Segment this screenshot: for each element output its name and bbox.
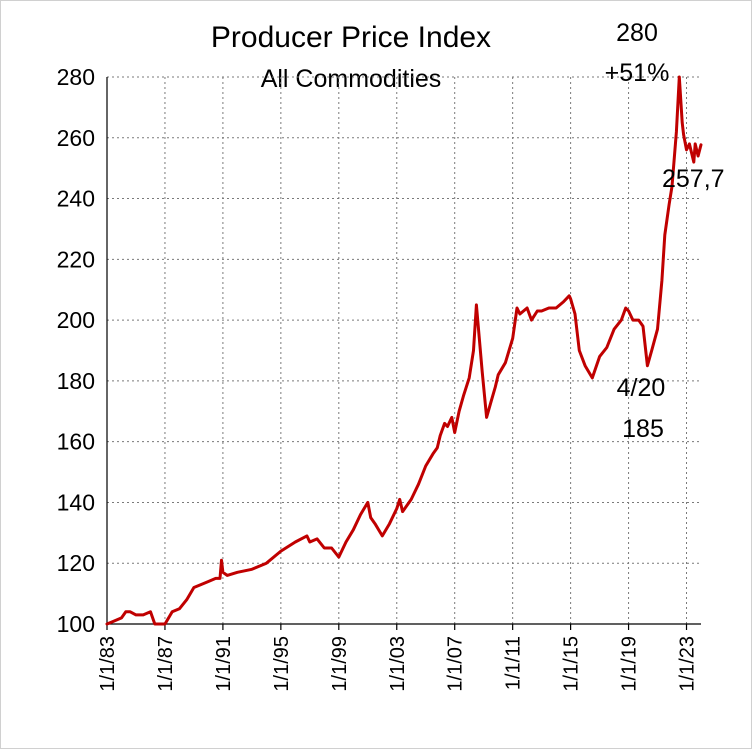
y-tick-label: 280 xyxy=(57,64,95,90)
y-tick-label: 160 xyxy=(57,429,95,455)
y-tick-label: 140 xyxy=(57,489,95,515)
x-tick-label: 1/1/11 xyxy=(503,636,525,690)
y-tick-label: 120 xyxy=(57,550,95,576)
y-tick-label: 100 xyxy=(57,611,95,637)
annotation-trough-value: 185 xyxy=(622,415,664,443)
axis-layer: 100 120 140 160 180 200 220 240 260 280 1/1/83 1/1/… xyxy=(57,64,701,692)
y-tick-label: 220 xyxy=(57,246,95,272)
x-tick-label: 1/1/99 xyxy=(329,636,351,692)
y-tick-label: 200 xyxy=(57,307,95,333)
x-tick-label: 1/1/91 xyxy=(213,636,235,692)
annotation-last-value: 257,7 xyxy=(662,165,725,193)
x-tick-label: 1/1/83 xyxy=(97,636,119,692)
x-tick-label: 1/1/03 xyxy=(387,636,409,692)
chart-title: Producer Price Index xyxy=(211,21,491,54)
series-layer xyxy=(105,75,703,626)
annotation-trough-date: 4/20 xyxy=(617,374,666,402)
annotation-peak-change: +51% xyxy=(605,59,670,87)
x-tick-label: 1/1/15 xyxy=(561,636,583,692)
x-tick-label: 1/1/07 xyxy=(445,636,467,692)
y-tick-label: 180 xyxy=(57,368,95,394)
chart-subtitle: All Commodities xyxy=(261,65,442,93)
annotation-peak-value: 280 xyxy=(616,19,658,47)
y-tick-label: 260 xyxy=(57,125,95,151)
y-tick-label: 240 xyxy=(57,186,95,212)
grid-layer xyxy=(107,76,701,624)
x-tick-label: 1/1/95 xyxy=(271,636,293,692)
x-tick-label: 1/1/23 xyxy=(677,636,699,692)
x-tick-label: 1/1/87 xyxy=(155,636,177,692)
ppi-series-line xyxy=(105,75,703,626)
x-tick-label: 1/1/19 xyxy=(619,636,641,692)
